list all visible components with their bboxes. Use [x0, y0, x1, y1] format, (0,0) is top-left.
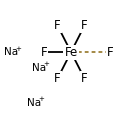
Text: +: +: [15, 46, 21, 52]
Text: Fe: Fe: [64, 46, 78, 59]
Text: F: F: [41, 46, 48, 59]
Text: F: F: [81, 72, 88, 85]
Text: Na: Na: [32, 63, 46, 73]
Text: F: F: [81, 19, 88, 32]
Text: Na: Na: [4, 47, 18, 57]
Text: +: +: [43, 61, 49, 67]
Text: F: F: [107, 46, 113, 59]
Text: +: +: [38, 96, 44, 102]
Text: F: F: [54, 19, 61, 32]
Text: F: F: [54, 72, 61, 85]
Text: Na: Na: [27, 98, 41, 108]
